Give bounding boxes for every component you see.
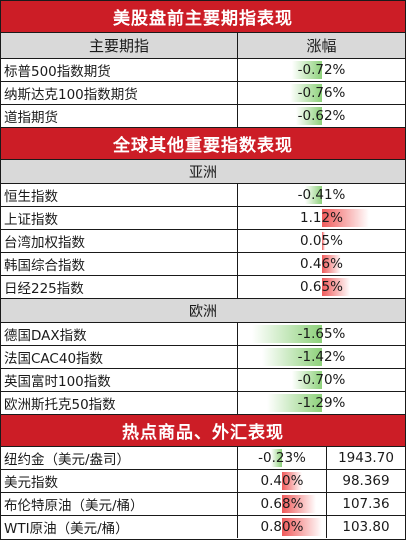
change-value: -0.41% xyxy=(297,187,346,203)
commodity-row: 纽约金（美元/盎司） -0.23% 1943.70 xyxy=(1,447,405,470)
change-value: 0.46% xyxy=(300,256,343,272)
change-bar xyxy=(267,394,322,412)
change-value: 0.05% xyxy=(300,233,343,249)
col-change-header: 涨幅 xyxy=(306,37,337,55)
change-bar xyxy=(282,472,302,490)
change-bar xyxy=(261,348,322,366)
col-name-header: 主要期指 xyxy=(1,33,238,58)
index-row: 英国富时100指数 -0.70% xyxy=(1,369,405,392)
change-bar xyxy=(322,255,342,273)
change-bar xyxy=(270,449,282,467)
index-change: 0.05% xyxy=(238,230,405,252)
index-change: -0.62% xyxy=(238,105,405,127)
commodity-row: 美元指数 0.40% 98.369 xyxy=(1,470,405,493)
index-row: 德国DAX指数 -1.65% xyxy=(1,323,405,346)
index-name: 日经225指数 xyxy=(1,276,238,298)
index-name: 法国CAC40指数 xyxy=(1,346,238,368)
commodity-change: -0.23% xyxy=(238,447,327,469)
us-futures-rows: 标普500指数期货 -0.72% 纳斯达克100指数期货 -0.76% 道指期货 -0.6… xyxy=(1,59,405,128)
us-futures-title: 美股盘前主要期指表现 xyxy=(1,1,405,33)
index-change: -0.72% xyxy=(238,59,405,81)
change-bar xyxy=(282,495,316,513)
index-row: 标普500指数期货 -0.72% xyxy=(1,59,405,82)
index-change: -1.65% xyxy=(238,323,405,345)
index-row: 法国CAC40指数 -1.42% xyxy=(1,346,405,369)
index-row: 纳斯达克100指数期货 -0.76% xyxy=(1,82,405,105)
index-change: 0.65% xyxy=(238,276,405,298)
change-bar xyxy=(289,84,322,102)
index-name: 纳斯达克100指数期货 xyxy=(1,82,238,104)
index-name: 道指期货 xyxy=(1,105,238,127)
commodity-price: 107.36 xyxy=(342,496,390,512)
commodity-price: 103.80 xyxy=(342,519,390,535)
us-futures-header: 主要期指 涨幅 xyxy=(1,33,405,59)
change-value: 0.80% xyxy=(260,519,304,535)
europe-rows: 德国DAX指数 -1.65% 法国CAC40指数 -1.42% 英国富时100指数 -0.… xyxy=(1,323,405,415)
change-value: 0.65% xyxy=(300,279,343,295)
commodity-name: 美元指数 xyxy=(1,470,238,492)
index-name: 德国DAX指数 xyxy=(1,323,238,345)
index-row: 日经225指数 0.65% xyxy=(1,276,405,299)
change-value: -1.42% xyxy=(297,349,346,365)
change-value: -0.62% xyxy=(297,108,346,124)
change-value: 1.12% xyxy=(300,210,343,226)
change-value: -0.76% xyxy=(297,85,346,101)
index-change: -0.41% xyxy=(238,184,405,206)
index-name: 标普500指数期货 xyxy=(1,59,238,81)
change-bar xyxy=(291,61,322,79)
index-row: 台湾加权指数 0.05% xyxy=(1,230,405,253)
index-name: 恒生指数 xyxy=(1,184,238,206)
index-name: 欧洲斯托克50指数 xyxy=(1,392,238,414)
change-value: -1.65% xyxy=(297,326,346,342)
commodity-change: 0.80% xyxy=(238,516,327,538)
change-bar xyxy=(304,186,322,204)
index-change: -0.76% xyxy=(238,82,405,104)
change-bar xyxy=(282,518,322,536)
change-bar xyxy=(322,278,350,296)
commodities-title: 热点商品、外汇表现 xyxy=(1,415,405,447)
index-name: 台湾加权指数 xyxy=(1,230,238,252)
commodity-change: 0.40% xyxy=(238,470,327,492)
commodity-row: 布伦特原油（美元/桶） 0.68% 107.36 xyxy=(1,493,405,516)
commodity-name: 纽约金（美元/盎司） xyxy=(1,447,238,469)
index-name: 英国富时100指数 xyxy=(1,369,238,391)
commodity-change: 0.68% xyxy=(238,493,327,515)
change-value: 0.68% xyxy=(260,496,304,512)
index-change: 0.46% xyxy=(238,253,405,275)
index-row: 上证指数 1.12% xyxy=(1,207,405,230)
index-change: 1.12% xyxy=(238,207,405,229)
change-bar xyxy=(322,209,370,227)
change-value: -0.70% xyxy=(297,372,346,388)
index-change: -1.29% xyxy=(238,392,405,414)
index-name: 韩国综合指数 xyxy=(1,253,238,275)
change-bar xyxy=(292,371,322,389)
commodities-rows: 纽约金（美元/盎司） -0.23% 1943.70 美元指数 0.40% 98.369 布伦… xyxy=(1,447,405,538)
change-value: -0.72% xyxy=(297,62,346,78)
index-name: 上证指数 xyxy=(1,207,238,229)
commodity-name: 布伦特原油（美元/桶） xyxy=(1,493,238,515)
change-bar xyxy=(252,325,322,343)
europe-subheader: 欧洲 xyxy=(1,299,405,323)
change-bar xyxy=(295,107,322,125)
change-bar xyxy=(322,232,325,250)
index-change: -1.42% xyxy=(238,346,405,368)
index-row: 恒生指数 -0.41% xyxy=(1,184,405,207)
asia-rows: 恒生指数 -0.41% 上证指数 1.12% 台湾加权指数 0.05% 韩国综合指数 0.46… xyxy=(1,184,405,299)
index-change: -0.70% xyxy=(238,369,405,391)
commodity-price: 98.369 xyxy=(342,473,390,489)
index-row: 道指期货 -0.62% xyxy=(1,105,405,128)
index-row: 欧洲斯托克50指数 -1.29% xyxy=(1,392,405,415)
change-value: -1.29% xyxy=(297,395,346,411)
asia-subheader: 亚洲 xyxy=(1,160,405,184)
global-indices-title: 全球其他重要指数表现 xyxy=(1,128,405,160)
commodity-price: 1943.70 xyxy=(338,450,394,466)
commodity-row: WTI原油（美元/桶） 0.80% 103.80 xyxy=(1,516,405,538)
index-row: 韩国综合指数 0.46% xyxy=(1,253,405,276)
commodity-name: WTI原油（美元/桶） xyxy=(1,516,238,538)
change-value: 0.40% xyxy=(260,473,304,489)
change-value: -0.23% xyxy=(258,450,306,466)
